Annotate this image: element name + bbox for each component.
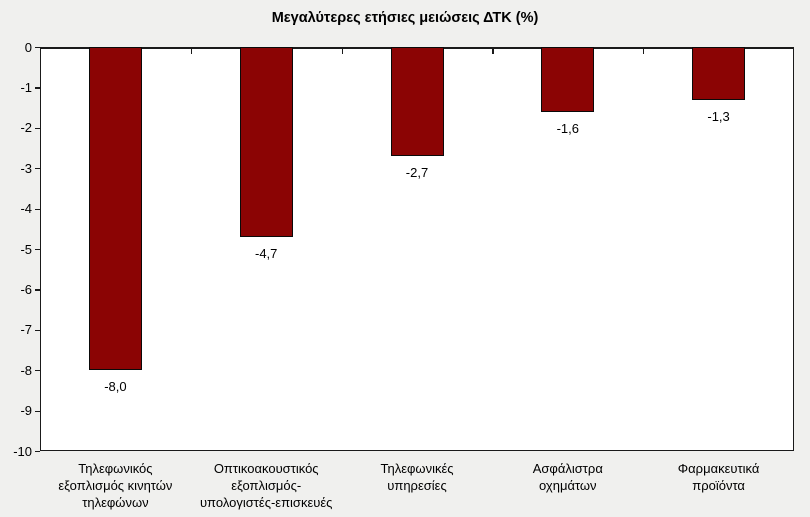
y-tick-mark (35, 329, 40, 332)
bar (692, 47, 746, 100)
bar-value-label: -4,7 (254, 245, 278, 261)
y-tick-label: -2 (20, 120, 32, 136)
category-label: Φαρμακευτικά προϊόντα (677, 461, 760, 493)
y-tick-label: -1 (20, 79, 32, 95)
bar (390, 47, 444, 157)
category-label: Οπτικοακουστικός εξοπλισμός- υπολογιστές… (199, 461, 333, 510)
category-tick-mark (492, 48, 494, 54)
y-tick-mark (35, 168, 40, 170)
y-tick-mark (35, 370, 40, 372)
category-label: Τηλεφωνικός εξοπλισμός κινητών τηλεφώνων (58, 461, 173, 510)
category-tick-mark (341, 48, 343, 54)
y-tick-mark (35, 410, 40, 412)
chart-title: Μεγαλύτερες ετήσιες μειώσεις ΔΤΚ (%) (271, 10, 539, 26)
y-tick-label: -9 (20, 403, 32, 419)
y-tick-label: 0 (24, 39, 32, 55)
bar-value-label: -8,0 (104, 379, 127, 395)
y-tick-mark (35, 451, 40, 453)
bar-value-label: -1,6 (556, 120, 579, 136)
y-tick-label: -4 (20, 201, 32, 217)
y-tick-label: -8 (20, 362, 32, 378)
y-tick-mark (35, 127, 40, 130)
category-tick-mark (190, 48, 193, 54)
category-label: Ασφάλιστρα οχημάτων (532, 461, 603, 493)
y-tick-label: -3 (20, 160, 32, 176)
category-label: Τηλεφωνικές υπηρεσίες (380, 461, 454, 493)
y-tick-mark (35, 289, 40, 291)
bar-value-label: -2,7 (405, 165, 429, 181)
y-tick-label: -6 (20, 281, 32, 297)
bar (88, 47, 142, 371)
y-tick-label: -5 (20, 241, 32, 257)
y-tick-mark (35, 87, 40, 89)
category-tick-mark (643, 48, 645, 54)
bar-value-label: -1,3 (707, 108, 730, 124)
bar (239, 47, 293, 237)
y-tick-label: -10 (13, 443, 32, 459)
y-tick-mark (35, 208, 40, 210)
y-tick-mark (35, 249, 40, 251)
y-tick-mark (35, 47, 40, 49)
bar (541, 47, 595, 112)
y-tick-label: -7 (20, 322, 32, 338)
